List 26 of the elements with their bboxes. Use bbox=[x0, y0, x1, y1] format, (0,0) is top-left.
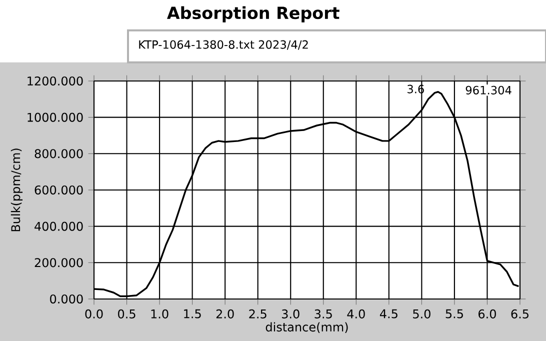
y-tick-label: 0.000 bbox=[50, 294, 83, 304]
x-tick-label: 5.5 bbox=[446, 309, 463, 318]
y-tick-label: 200.000 bbox=[34, 258, 83, 268]
y-tick-label: 800.000 bbox=[34, 149, 83, 158]
y-tick-label: 1000.000 bbox=[28, 112, 83, 122]
x-tick-label: 0.0 bbox=[85, 309, 103, 318]
annotation: 961.304 bbox=[466, 86, 512, 94]
x-tick-label: 6.0 bbox=[478, 309, 496, 318]
x-tick-label: 1.0 bbox=[151, 309, 168, 318]
x-tick-label: 1.5 bbox=[184, 309, 201, 318]
text: KTP-1064-1380-8.txt 2023/4/2 bbox=[139, 40, 308, 50]
x-tick-label: 4.0 bbox=[347, 309, 365, 318]
chart-title: Absorption Report bbox=[166, 6, 340, 22]
x-tick-label: 2.0 bbox=[216, 309, 234, 318]
x-tick-label: 5.0 bbox=[413, 309, 430, 318]
x-tick-label: 4.5 bbox=[380, 309, 398, 318]
y-axis-title: Bulk(ppm/cm) bbox=[10, 148, 23, 232]
y-tick-label: 400.000 bbox=[34, 222, 83, 231]
y-tick-label: 1200.000 bbox=[28, 76, 83, 86]
x-tick-label: 0.5 bbox=[118, 309, 136, 318]
x-tick-label: 3.0 bbox=[282, 309, 300, 318]
y-tick-label: 600.000 bbox=[34, 185, 83, 195]
x-tick-label: 3.5 bbox=[314, 309, 332, 318]
x-tick-label: 6.5 bbox=[511, 309, 528, 318]
x-axis-title: distance(mm) bbox=[266, 322, 348, 333]
x-tick-label: 2.5 bbox=[249, 309, 266, 318]
